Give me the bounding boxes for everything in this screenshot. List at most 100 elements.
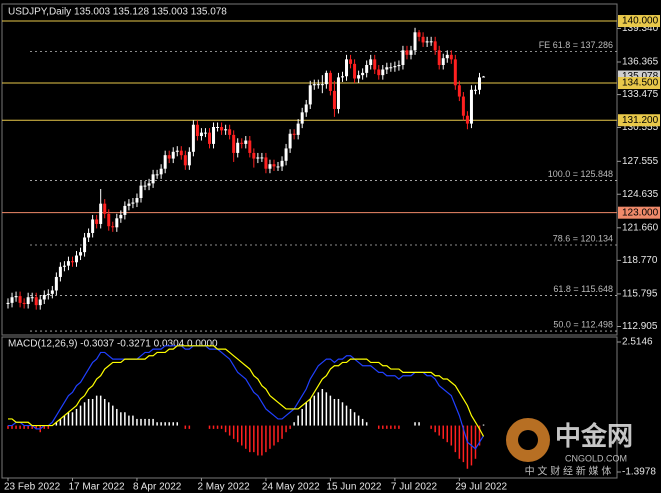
- candle-body: [62, 265, 66, 267]
- level-label: 131.200: [622, 115, 659, 126]
- candle-body: [46, 293, 50, 295]
- candle-body: [147, 183, 151, 186]
- candle-body: [292, 133, 296, 135]
- candle-body: [58, 266, 62, 277]
- candle-body: [26, 297, 30, 304]
- candle-body: [252, 152, 256, 159]
- candle-body: [208, 132, 211, 144]
- candle-body: [437, 50, 441, 65]
- candle-body: [115, 218, 119, 228]
- candle-body: [276, 166, 280, 168]
- candle-body: [264, 157, 268, 169]
- candle-body: [30, 297, 34, 299]
- candle-body: [349, 59, 353, 64]
- candle-body: [163, 155, 167, 169]
- indicator-label: MACD(12,26,9) -0.3037 -0.3271 0.0304 0.0…: [8, 339, 218, 350]
- candle-body: [308, 85, 312, 105]
- x-tick-label: 7 Jul 2022: [391, 482, 438, 493]
- y-tick-label: 121.660: [622, 222, 659, 233]
- candle-body: [203, 132, 207, 134]
- candle-body: [409, 50, 413, 55]
- level-box: [618, 15, 660, 28]
- candle-body: [328, 72, 332, 91]
- fib-label: 50.0 = 112.498: [553, 319, 613, 329]
- y-tick-label: 139.340: [622, 23, 659, 34]
- fib-label: 100.0 = 125.848: [548, 169, 613, 179]
- candle-body: [381, 69, 385, 76]
- candle-body: [6, 302, 10, 304]
- candle-body: [469, 89, 473, 124]
- candle-body: [224, 129, 228, 131]
- candle-body: [457, 85, 461, 97]
- candle-body: [216, 126, 220, 128]
- candle-body: [300, 112, 304, 124]
- candle-body: [316, 84, 320, 86]
- candle-body: [473, 89, 477, 91]
- y-tick-label: 115.795: [622, 289, 658, 300]
- fib-label: 78.6 = 120.134: [553, 233, 613, 243]
- candle-body: [212, 126, 216, 144]
- x-tick-label: 15 Jun 2022: [326, 482, 381, 493]
- candle-body: [429, 41, 433, 43]
- candle-body: [135, 198, 139, 203]
- candle-body: [14, 296, 18, 298]
- y-tick-label: 133.475: [622, 89, 659, 100]
- candle-body: [228, 129, 232, 135]
- candle-body: [143, 185, 147, 187]
- y2-tick-label: 2.5146: [622, 337, 653, 348]
- candle-body: [38, 299, 42, 306]
- candle-body: [50, 290, 54, 294]
- candle-body: [107, 213, 111, 227]
- candle-body: [79, 252, 83, 256]
- candle-body: [199, 132, 203, 137]
- level-box: [618, 114, 660, 127]
- candle-body: [332, 90, 336, 109]
- candle-body: [413, 32, 417, 51]
- candle-body: [155, 174, 159, 176]
- candle-body: [187, 151, 191, 166]
- candle-body: [377, 69, 381, 76]
- watermark-logo-hole: [518, 430, 538, 450]
- candle-body: [417, 32, 421, 37]
- candle-body: [320, 84, 324, 86]
- candle-body: [304, 104, 308, 113]
- candle-body: [393, 66, 397, 68]
- candle-body: [131, 202, 135, 204]
- candle-body: [95, 219, 99, 224]
- x-tick-label: 8 Apr 2022: [133, 482, 182, 493]
- level-box: [618, 206, 660, 219]
- candle-body: [248, 140, 252, 153]
- candle-body: [34, 297, 38, 306]
- candle-body: [397, 64, 401, 67]
- candle-body: [220, 126, 224, 131]
- candle-body: [159, 168, 163, 175]
- y-tick-label: 124.635: [622, 189, 659, 200]
- x-tick-label: 23 Feb 2022: [4, 482, 61, 493]
- y-tick-label: 112.905: [622, 321, 658, 332]
- x-tick-label: 2 May 2022: [197, 482, 250, 493]
- candle-body: [127, 203, 131, 206]
- candle-body: [401, 50, 405, 65]
- level-label: 140.000: [622, 16, 659, 27]
- candle-body: [272, 164, 276, 167]
- indicator-line: [8, 345, 485, 450]
- candle-body: [369, 59, 373, 65]
- candle-body: [433, 41, 437, 51]
- candle-body: [453, 59, 457, 86]
- level-label: 134.500: [622, 78, 659, 89]
- candle-body: [139, 185, 143, 199]
- candle-body: [123, 205, 127, 215]
- candle-body: [389, 67, 393, 69]
- candle-body: [445, 54, 449, 59]
- candle-body: [179, 150, 183, 156]
- candle-body: [482, 76, 486, 78]
- candle-body: [195, 124, 199, 137]
- candle-body: [232, 134, 236, 153]
- candle-body: [478, 77, 482, 90]
- candle-body: [324, 72, 328, 85]
- candle-body: [441, 58, 445, 65]
- candle-body: [236, 142, 240, 153]
- candle-body: [461, 96, 465, 116]
- candle-body: [183, 155, 187, 166]
- candle-body: [75, 255, 79, 263]
